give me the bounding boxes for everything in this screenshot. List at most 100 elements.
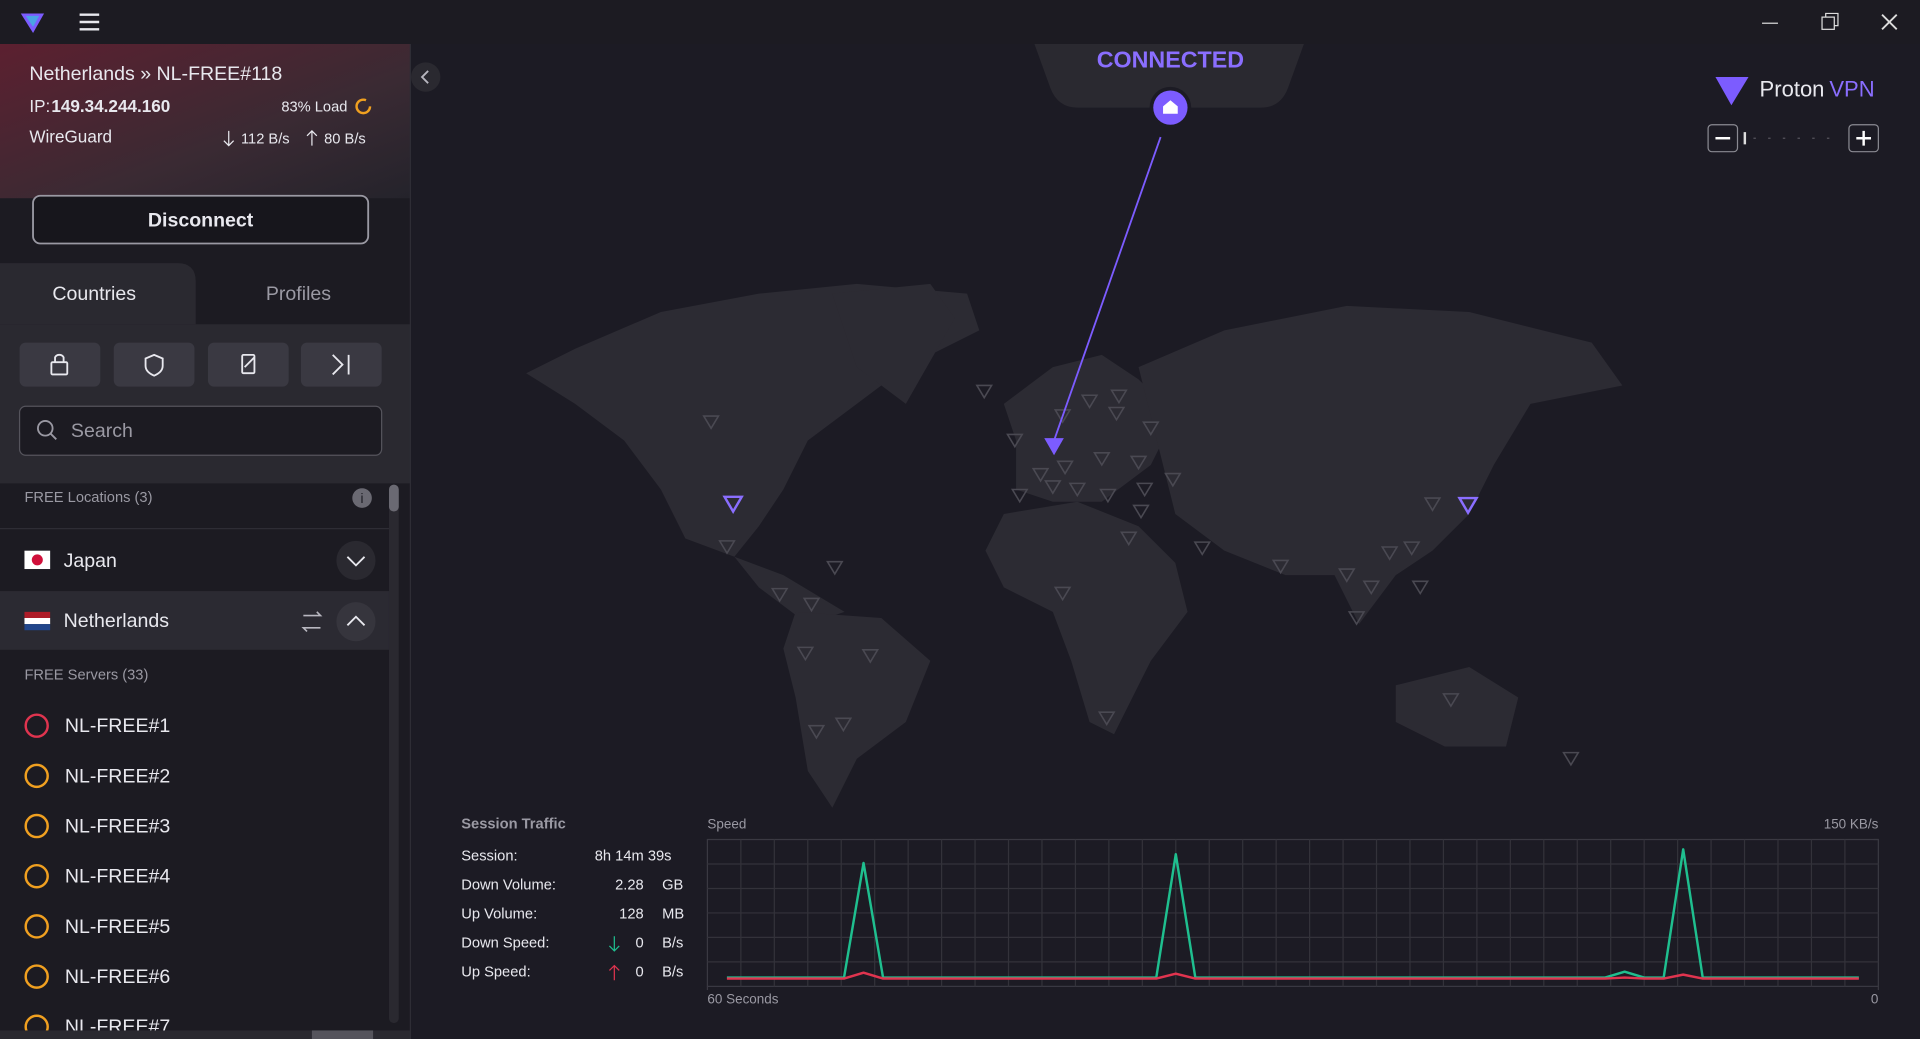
server-pin[interactable] <box>802 597 821 613</box>
server-pin[interactable] <box>1080 394 1099 410</box>
server-pin[interactable] <box>718 540 736 555</box>
stat-value: 0 <box>636 936 644 952</box>
info-icon[interactable] <box>352 488 372 508</box>
server-name[interactable]: NL-FREE#5 <box>65 916 171 938</box>
server-name[interactable]: NL-FREE#6 <box>65 966 171 988</box>
server-pin[interactable] <box>1380 546 1399 561</box>
expand-button[interactable] <box>336 540 376 581</box>
server-pin[interactable] <box>1423 497 1442 512</box>
server-pin[interactable] <box>1193 541 1212 556</box>
free-server-pin[interactable] <box>1457 496 1479 516</box>
server-pin[interactable] <box>1031 467 1050 483</box>
server-pin[interactable] <box>1271 559 1290 575</box>
stat-unit: MB <box>662 907 684 923</box>
zoom-in-button[interactable] <box>1848 124 1879 153</box>
stat-label: Up Volume: <box>461 907 537 923</box>
down-arrow <box>608 936 620 952</box>
stat-value: 128 <box>619 907 644 923</box>
server-pin[interactable] <box>807 724 826 740</box>
server-pin[interactable] <box>1107 406 1126 422</box>
server-pin[interactable] <box>1097 711 1116 727</box>
menu-button[interactable] <box>79 13 100 31</box>
server-pin[interactable] <box>702 415 720 430</box>
server-pin[interactable] <box>1562 751 1580 767</box>
server-pin[interactable] <box>770 587 789 603</box>
chart-title: Speed <box>707 816 746 831</box>
filter-netshield[interactable] <box>113 342 195 387</box>
load-indicator <box>355 98 372 115</box>
server-pin[interactable] <box>1093 451 1111 467</box>
server-pin[interactable] <box>1362 580 1381 596</box>
server-pin[interactable] <box>861 649 880 664</box>
session-stats: Session: 8h 14m 39s Down Volume: 2.28 GB Up V… <box>461 849 684 981</box>
server-pin[interactable] <box>1006 433 1024 449</box>
close-button[interactable] <box>1881 14 1898 30</box>
connected-pin[interactable] <box>1044 438 1064 456</box>
ip-label: IP: <box>29 97 50 116</box>
server-name[interactable]: NL-FREE#2 <box>65 765 170 787</box>
server-pin[interactable] <box>1053 586 1072 602</box>
server-pin[interactable] <box>1053 409 1072 424</box>
server-pin[interactable] <box>1411 580 1430 596</box>
map-area: CONNECTED Proton VPN Session Traffic Ses… <box>411 44 1920 1039</box>
scrollbar-thumb[interactable] <box>388 484 399 512</box>
upload-speed: 80 B/s <box>324 131 366 147</box>
server-pin[interactable] <box>1164 472 1182 488</box>
world-map <box>526 283 1623 808</box>
restore-button[interactable] <box>1821 12 1839 30</box>
protocol: WireGuard <box>29 128 112 147</box>
server-pins <box>702 384 1580 767</box>
download-speed: 112 B/s <box>241 131 290 147</box>
server-name[interactable]: NL-FREE#4 <box>65 866 171 888</box>
connection-status: CONNECTED <box>1097 46 1244 72</box>
server-pin[interactable] <box>1110 389 1128 405</box>
collapse-sidebar-button[interactable] <box>411 62 441 92</box>
country-name[interactable]: Netherlands <box>64 610 170 632</box>
tab-label: Countries <box>52 283 136 305</box>
zoom-out-button[interactable] <box>1707 124 1739 153</box>
search-box[interactable] <box>18 405 383 456</box>
locations-header: FREE Locations (3) <box>24 490 152 506</box>
disconnect-button[interactable] <box>32 194 370 245</box>
server-pin[interactable] <box>796 646 815 662</box>
server-pin[interactable] <box>975 384 993 400</box>
filter-secure-core[interactable] <box>19 342 101 387</box>
upload-icon <box>306 130 318 146</box>
server-pin[interactable] <box>826 560 844 576</box>
server-pin[interactable] <box>1132 504 1150 520</box>
selected-country-row[interactable] <box>0 591 389 650</box>
server-pin[interactable] <box>1099 488 1117 504</box>
server-pin[interactable] <box>1338 568 1356 583</box>
collapse-button[interactable] <box>336 602 376 642</box>
stat-value: 8h 14m 39s <box>595 849 672 865</box>
server-pin[interactable] <box>1442 693 1460 708</box>
server-pin[interactable] <box>1068 482 1087 498</box>
countries-tab[interactable] <box>0 263 196 325</box>
reconnect-icon[interactable] <box>301 611 323 633</box>
svg-text:i: i <box>361 491 364 506</box>
stat-unit: B/s <box>662 936 683 952</box>
stat-label: Down Speed: <box>461 936 549 952</box>
server-pin[interactable] <box>1056 460 1074 476</box>
free-server-pin[interactable] <box>722 495 744 514</box>
server-name: Netherlands » NL-FREE#118 <box>29 63 282 85</box>
server-pin[interactable] <box>1135 482 1154 498</box>
server-pin[interactable] <box>1044 480 1062 495</box>
search-placeholder: Search <box>71 420 133 442</box>
stat-unit: B/s <box>662 965 683 981</box>
connection-panel <box>0 44 411 199</box>
server-pin[interactable] <box>834 717 853 733</box>
server-pin[interactable] <box>1402 541 1421 556</box>
tab-label[interactable]: Profiles <box>266 283 331 305</box>
server-pin[interactable] <box>1142 421 1160 436</box>
server-pin[interactable] <box>1010 488 1029 504</box>
x-tick-label: 60 Seconds <box>707 991 778 1006</box>
server-name[interactable]: NL-FREE#1 <box>65 715 170 737</box>
server-pin[interactable] <box>1129 455 1148 471</box>
server-pin[interactable] <box>1119 531 1138 547</box>
server-name[interactable]: NL-FREE#3 <box>65 815 171 837</box>
server-pin[interactable] <box>1347 611 1366 626</box>
up-arrow <box>608 964 620 981</box>
country-name[interactable]: Japan <box>64 550 117 572</box>
